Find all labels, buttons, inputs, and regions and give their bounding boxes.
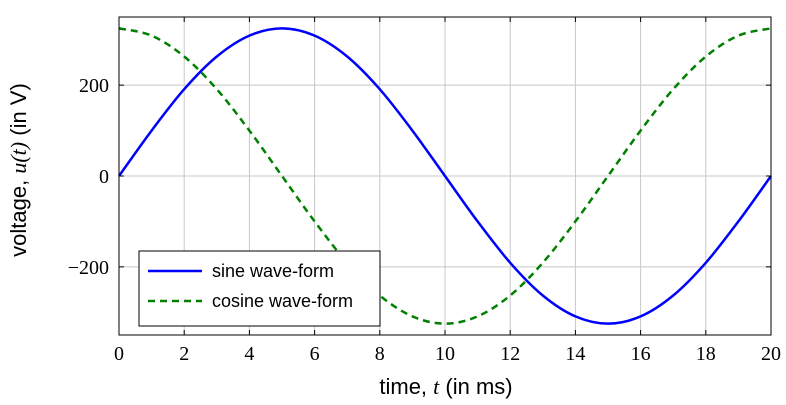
x-tick-label: 20 [761, 343, 781, 365]
x-tick-label: 6 [310, 343, 320, 365]
y-tick-label: 0 [99, 166, 109, 188]
x-tick-label: 4 [244, 343, 254, 365]
y-axis-tick-labels: −200 0 200 [68, 75, 109, 279]
x-tick-label: 2 [179, 343, 189, 365]
y-axis-label-prefix: voltage, [6, 174, 31, 257]
legend-label-cosine: cosine wave-form [212, 291, 353, 311]
x-axis-tick-labels: 0 2 4 6 8 10 12 14 16 18 20 [114, 343, 781, 365]
y-axis-label-variable: u(t) [6, 142, 31, 174]
y-axis-label-suffix: (in V) [6, 83, 31, 142]
y-axis-label: voltage, u(t) (in V) [6, 83, 31, 257]
x-tick-label: 18 [696, 343, 716, 365]
x-tick-label: 12 [500, 343, 520, 365]
y-tick-label: 200 [79, 75, 109, 97]
x-tick-label: 16 [631, 343, 651, 365]
x-tick-label: 8 [375, 343, 385, 365]
axis-ticks [118, 17, 772, 335]
series-layer [117, 27, 773, 325]
x-axis-label-prefix: time, [379, 374, 433, 399]
y-tick-label: −200 [68, 257, 109, 279]
series-line-sine [117, 27, 773, 325]
series-line-cosine [118, 27, 772, 325]
x-axis-label-suffix: (in ms) [439, 374, 512, 399]
legend-box [138, 250, 381, 327]
x-tick-label: 0 [114, 343, 124, 365]
legend-label-sine: sine wave-form [212, 261, 334, 281]
x-axis-label: time, t (in ms) [379, 374, 512, 399]
x-axis-label-variable: t [433, 374, 440, 399]
x-tick-label: 10 [435, 343, 455, 365]
x-tick-label: 14 [565, 343, 585, 365]
legend: sine wave-form cosine wave-form [138, 250, 381, 327]
